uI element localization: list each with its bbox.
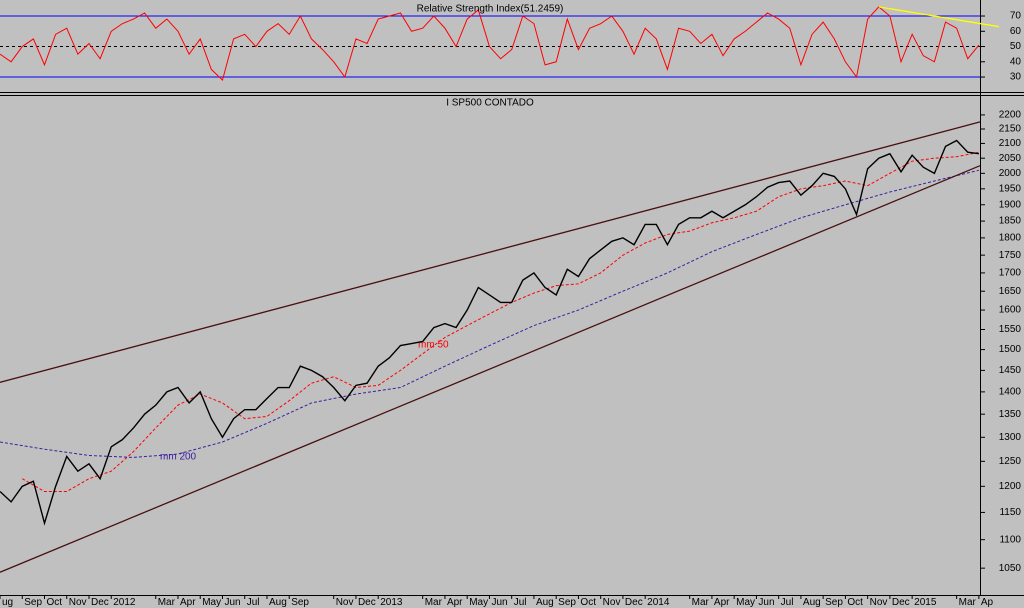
y-tick-label: 50 [1010,41,1022,52]
data-line [0,6,980,82]
x-tick-label: Apr [714,597,730,608]
y-tick-label: 1450 [999,365,1022,376]
x-tick-label: May [469,597,488,608]
x-tick-label: Dec [91,597,109,608]
x-tick-label: Apr [447,597,463,608]
y-tick-label: 70 [1010,11,1022,22]
x-tick-label: Jul [247,597,260,608]
x-tick-label: Dec [358,597,376,608]
x-tick-label: Sep [825,597,843,608]
y-tick-label: 2150 [999,124,1022,135]
moving-average-label: mm 50 [418,340,449,351]
y-tick-label: 2100 [999,138,1022,149]
x-tick-label: 2014 [647,597,670,608]
y-tick-label: 1700 [999,268,1022,279]
y-tick-label: 1350 [999,409,1022,420]
trendline [0,165,981,573]
x-tick-label: Ap [981,597,994,608]
x-tick-label: Sep [558,597,576,608]
moving-average-line [0,169,980,458]
y-tick-label: 60 [1010,26,1022,37]
x-tick-label: Oct [580,597,596,608]
y-tick-label: 1550 [999,324,1022,335]
x-tick-label: Nov [870,597,888,608]
x-tick-label: Jul [781,597,794,608]
x-tick-label: Jul [514,597,527,608]
x-tick-label: 2013 [380,597,403,608]
x-tick-label: Sep [291,597,309,608]
x-tick-label: ug [2,597,13,608]
y-tick-label: 1100 [999,534,1021,545]
x-tick-label: May [736,597,755,608]
x-tick-label: Aug [536,597,554,608]
x-tick-label: Oct [847,597,863,608]
x-tick-label: Mar [425,597,443,608]
y-tick-label: 1800 [999,233,1022,244]
x-tick-label: 2012 [113,597,136,608]
chart-title: I SP500 CONTADO [446,98,534,109]
y-tick-label: 1300 [999,432,1022,443]
x-tick-label: May [202,597,221,608]
y-tick-label: 2200 [999,110,1022,121]
x-tick-label: Sep [24,597,42,608]
x-tick-label: Dec [625,597,643,608]
y-tick-label: 2000 [999,168,1022,179]
x-tick-label: Apr [180,597,196,608]
y-tick-label: 1650 [999,286,1022,297]
x-tick-label: Aug [269,597,287,608]
y-tick-label: 1600 [999,305,1022,316]
y-tick-label: 1250 [999,456,1022,467]
y-tick-label: 1950 [999,183,1022,194]
x-tick-label: Oct [46,597,62,608]
trendline [0,121,981,383]
x-tick-label: Aug [803,597,821,608]
y-tick-label: 40 [1010,56,1022,67]
y-tick-label: 2050 [999,153,1022,164]
y-tick-label: 1400 [999,387,1022,398]
x-tick-label: Jun [224,597,240,608]
x-tick-label: Nov [69,597,87,608]
x-tick-label: Dec [892,597,910,608]
moving-average-line [22,151,979,492]
y-tick-label: 1850 [999,216,1022,227]
y-tick-label: 1200 [999,481,1022,492]
y-tick-label: 1500 [999,344,1022,355]
x-tick-label: 2015 [914,597,937,608]
x-tick-label: Mar [692,597,710,608]
x-tick-label: Mar [959,597,977,608]
y-tick-label: 1050 [999,563,1022,574]
moving-average-label: mm 200 [160,452,197,463]
x-tick-label: Nov [336,597,354,608]
x-tick-label: Jun [491,597,507,608]
y-tick-label: 1150 [999,507,1021,518]
data-line [0,139,979,526]
x-tick-label: Mar [158,597,176,608]
x-tick-label: Jun [758,597,774,608]
y-tick-label: 1750 [999,250,1022,261]
trendline [878,6,1000,28]
chart-title: Relative Strength Index(51.2459) [417,4,564,15]
x-tick-label: Nov [603,597,621,608]
y-tick-label: 1900 [999,199,1022,210]
y-tick-label: 30 [1010,72,1022,83]
